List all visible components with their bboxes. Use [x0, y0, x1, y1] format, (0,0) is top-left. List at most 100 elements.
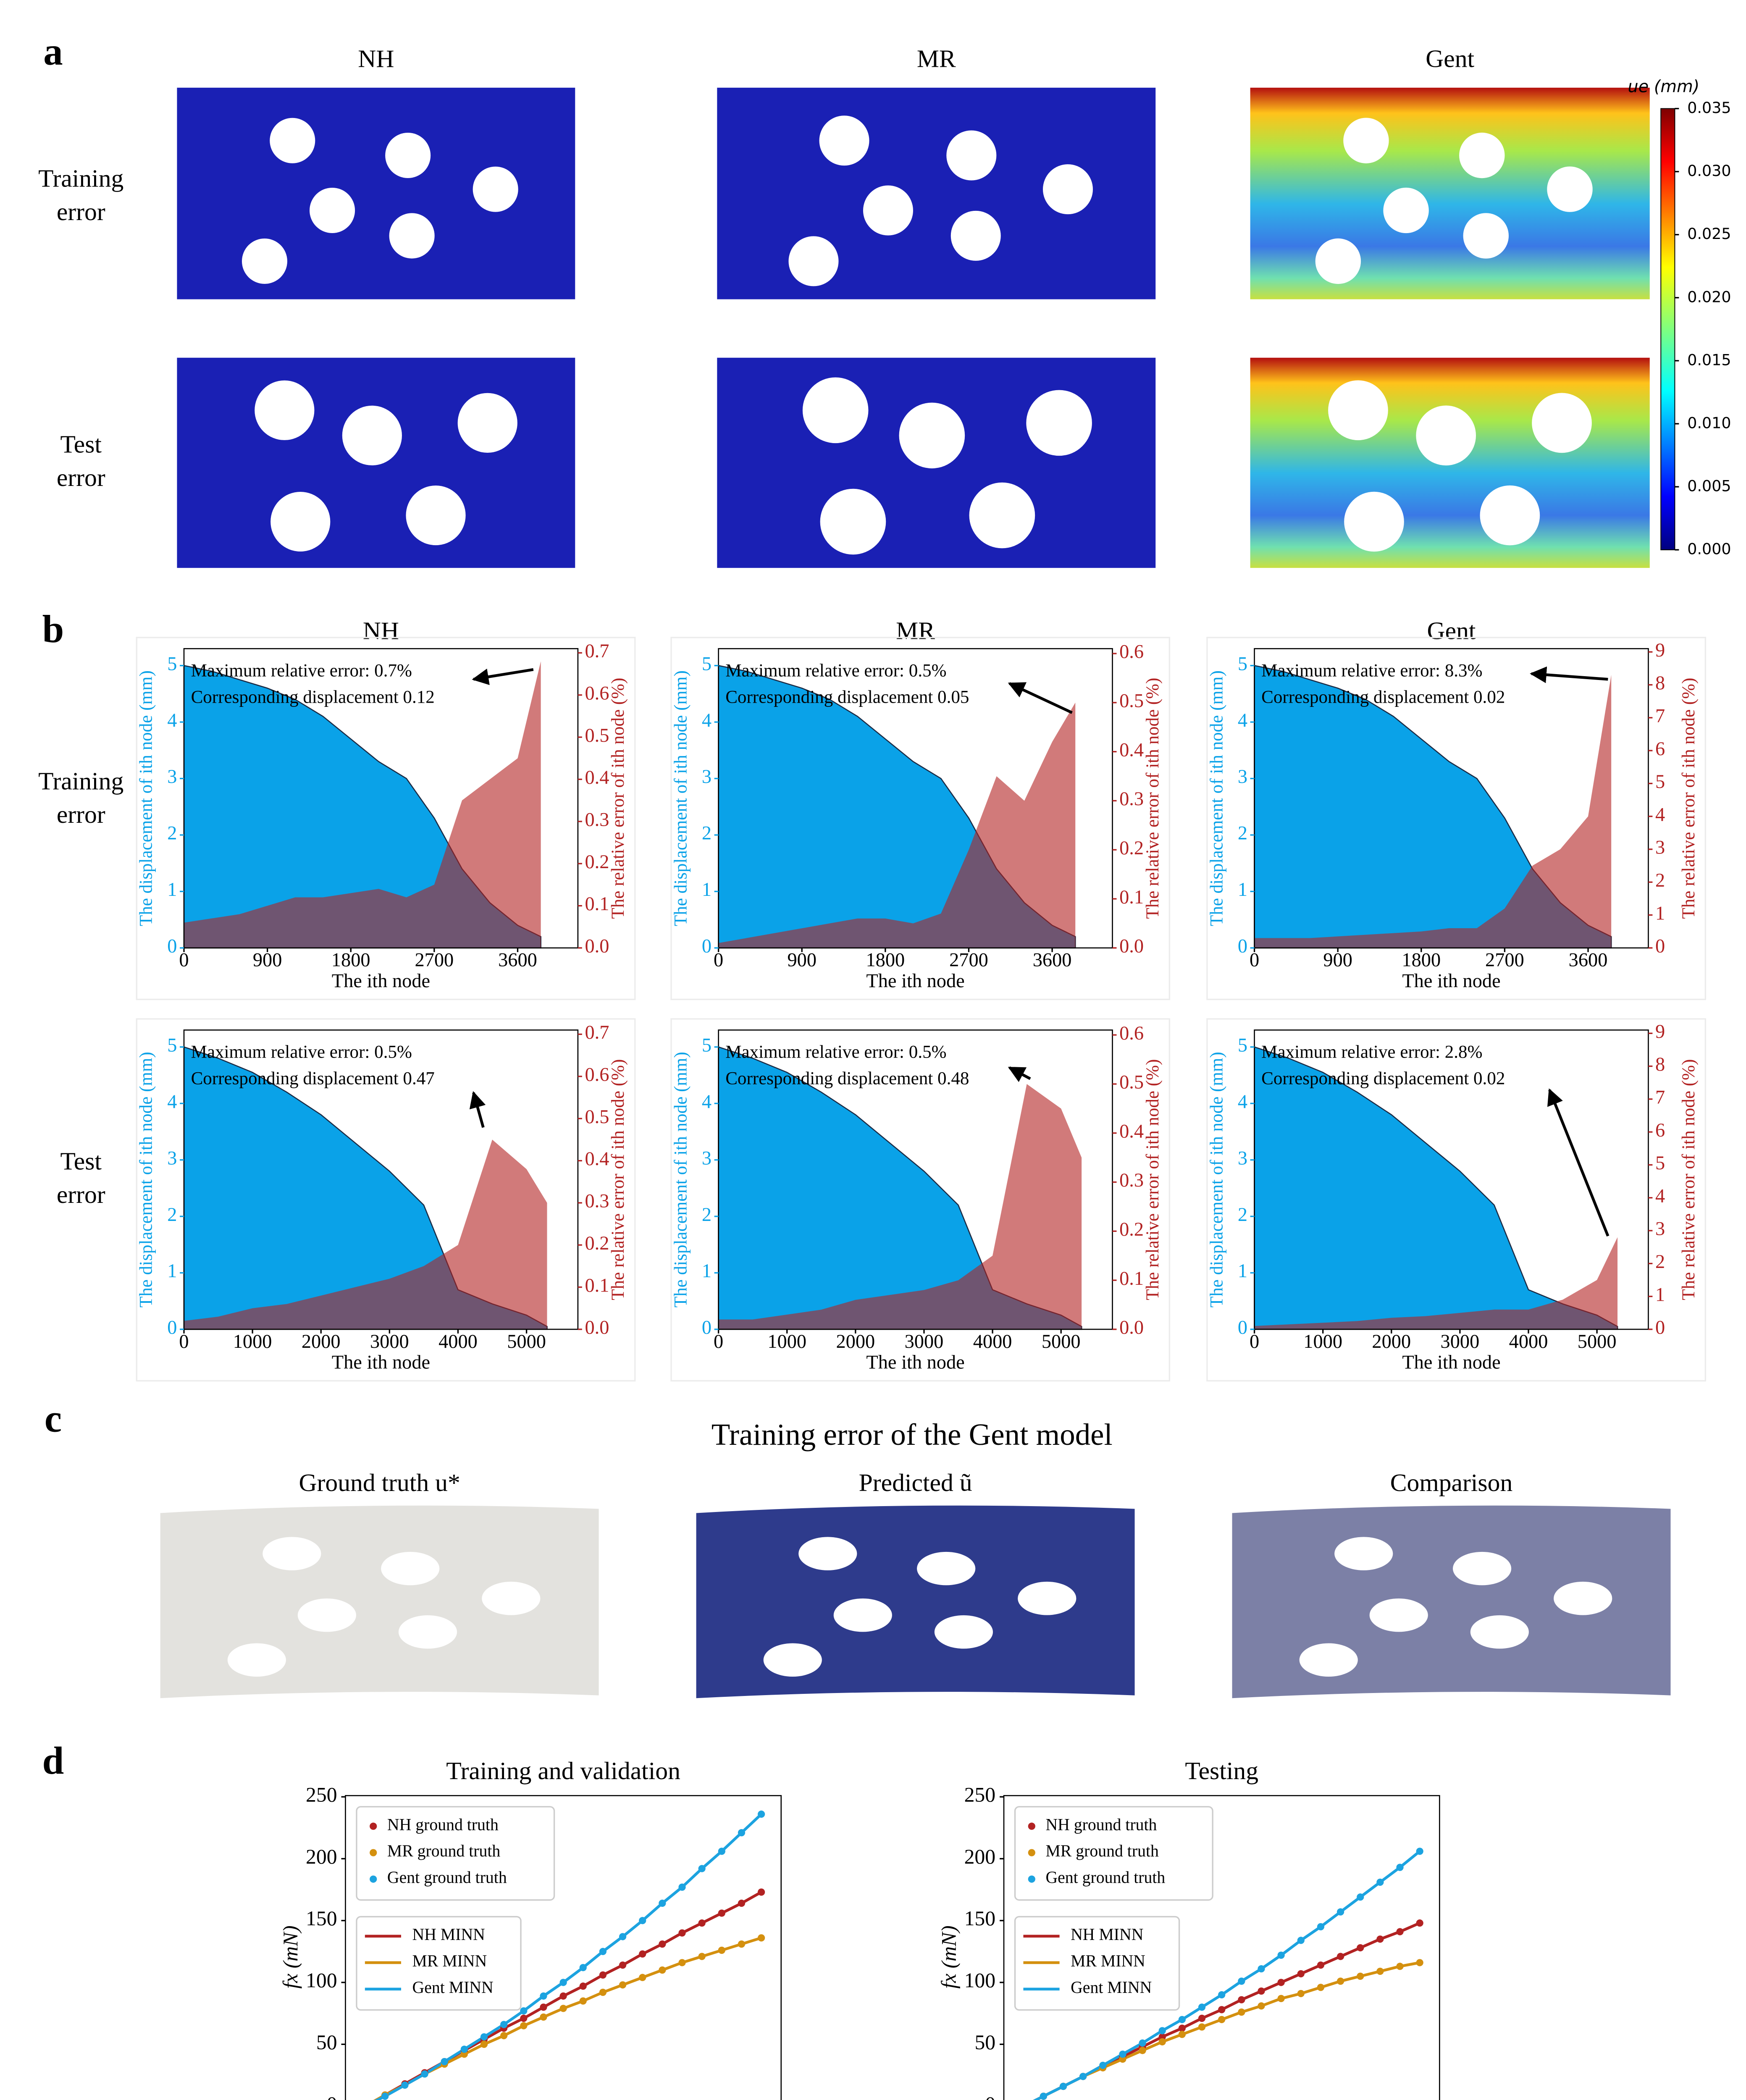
point — [1396, 1928, 1404, 1935]
colorbar-tick-label: 0.030 — [1687, 162, 1731, 180]
point — [441, 2058, 448, 2066]
y2-tick-label: 0.4 — [585, 767, 609, 788]
point — [1258, 1965, 1265, 1973]
point — [520, 2007, 528, 2015]
y-tick-label: 0 — [1238, 936, 1247, 957]
colorbar-tick-label: 0.035 — [1687, 99, 1731, 117]
point — [1258, 1987, 1265, 1995]
y2-tick-label: 2 — [1655, 1251, 1665, 1273]
x-tick-label: 3600 — [1033, 950, 1072, 971]
x-axis-label: The ith node — [1402, 1352, 1500, 1373]
y2-tick-label: 9 — [1655, 640, 1665, 661]
y-tick-label: 4 — [167, 710, 177, 731]
y2-tick-label: 0.2 — [585, 1233, 609, 1254]
point — [639, 1950, 646, 1958]
legend-swatch — [370, 1822, 377, 1830]
error-area — [184, 1139, 547, 1330]
y-tick-label: 5 — [1238, 653, 1247, 675]
chart-frame — [136, 637, 636, 1000]
panel-letter: d — [42, 1740, 64, 1783]
point — [1297, 1970, 1305, 1978]
point — [1416, 1959, 1423, 1966]
point — [1218, 1991, 1226, 1999]
y2-tick-label: 0.0 — [585, 936, 609, 957]
x-tick-label: 3000 — [370, 1331, 409, 1352]
y-tick-label: 1 — [702, 879, 712, 900]
plot-frame — [1254, 648, 1649, 949]
chart-frame — [136, 1018, 636, 1382]
y-axis-label: The displacement of ith node (mm) — [137, 1052, 156, 1307]
point — [1336, 1953, 1344, 1960]
chart-frame — [1206, 637, 1707, 1000]
y2-tick-label: 0.4 — [1119, 739, 1144, 761]
x-tick-label: 2700 — [415, 950, 454, 971]
hole — [1315, 238, 1361, 284]
point — [520, 2014, 528, 2022]
error-area — [718, 702, 1076, 948]
hole — [1299, 1643, 1358, 1677]
y-axis-label: The displacement of ith node (mm) — [137, 670, 156, 926]
x-axis-label: The ith node — [1402, 970, 1500, 992]
point — [1376, 1967, 1384, 1975]
y-tick-label: 150 — [964, 1907, 996, 1930]
x-axis-label: The ith node — [866, 1352, 964, 1373]
point — [1317, 1961, 1325, 1969]
hole — [1470, 1615, 1529, 1649]
y2-tick-label: 0.6 — [585, 682, 609, 704]
x-tick-label: 3600 — [498, 950, 537, 971]
plot-frame — [183, 1029, 579, 1330]
y2-axis-label: The relative error of ith node (%) — [608, 1059, 628, 1300]
panel-letter: a — [43, 30, 63, 74]
hole — [255, 380, 315, 440]
annotation: Corresponding displacement 0.02 — [1261, 1069, 1505, 1089]
hole — [863, 185, 913, 236]
hole — [1383, 187, 1429, 234]
x-tick-label: 3600 — [1569, 950, 1608, 971]
point — [1376, 1878, 1384, 1886]
x-tick-label: 1800 — [331, 950, 370, 971]
row-label: error — [57, 801, 105, 828]
y2-tick-label: 3 — [1655, 1218, 1665, 1240]
point — [579, 1982, 587, 1990]
x-tick-label: 0 — [1250, 1331, 1259, 1352]
y2-tick-label: 8 — [1655, 672, 1665, 694]
y2-tick-label: 0.5 — [1119, 690, 1144, 712]
hole — [297, 1598, 356, 1632]
error-area — [1254, 1237, 1618, 1330]
x-tick-label: 3000 — [1441, 1331, 1480, 1352]
y-tick-label: 1 — [167, 879, 177, 900]
chart-frame — [670, 637, 1171, 1000]
hole — [457, 393, 517, 453]
point — [520, 2022, 528, 2029]
point — [678, 1959, 686, 1966]
point — [718, 1909, 725, 1917]
point — [1238, 1996, 1245, 2003]
legend-swatch — [370, 1849, 377, 1856]
point — [1119, 2055, 1126, 2063]
legend-swatch — [1028, 1875, 1035, 1883]
point — [698, 1953, 706, 1960]
hole — [263, 1537, 321, 1570]
point — [659, 1940, 666, 1948]
legend-label: Gent MINN — [412, 1978, 494, 1997]
y2-tick-label: 8 — [1655, 1054, 1665, 1075]
y2-axis-label: The relative error of ith node (%) — [608, 678, 628, 919]
point — [381, 2092, 389, 2100]
hole — [1416, 405, 1476, 466]
point — [1139, 2039, 1146, 2047]
point — [500, 2032, 508, 2040]
hole — [1532, 393, 1592, 453]
annotation: Maximum relative error: 0.7% — [191, 661, 412, 681]
point — [1218, 2006, 1226, 2013]
legend-swatch — [1028, 1822, 1035, 1830]
point — [619, 1933, 627, 1940]
point — [639, 1974, 646, 1981]
point — [757, 1888, 765, 1896]
hole — [1042, 164, 1093, 215]
y-axis-label: The displacement of ith node (mm) — [671, 670, 691, 926]
y-tick-label: 0 — [702, 1317, 712, 1339]
y-tick-label: 0 — [1238, 1317, 1247, 1339]
annotation: Corresponding displacement 0.12 — [191, 688, 435, 707]
point — [1357, 1944, 1364, 1952]
y2-tick-label: 0.2 — [1119, 837, 1144, 859]
